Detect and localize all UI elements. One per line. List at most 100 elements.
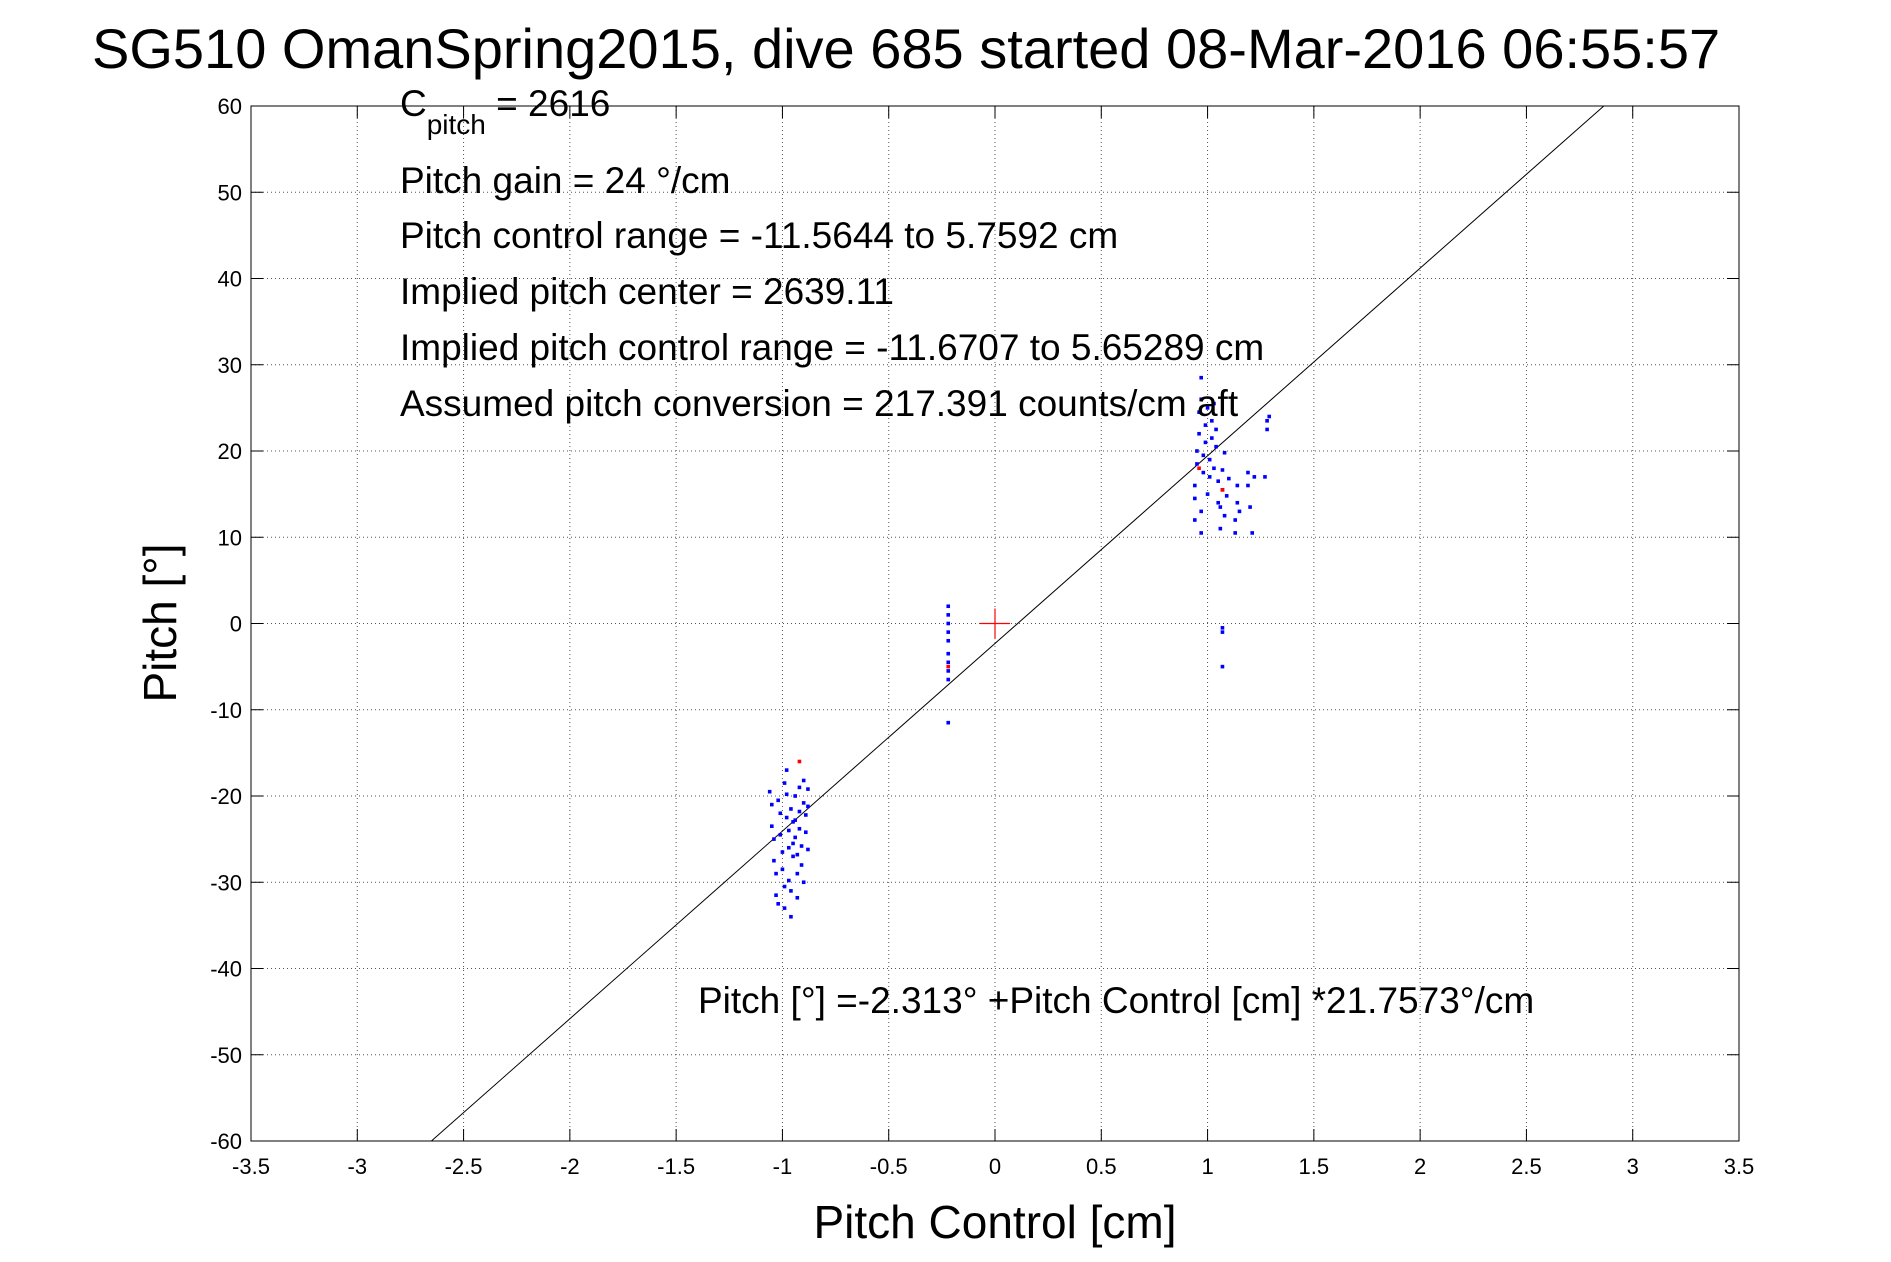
x-tick-label: 2 bbox=[1414, 1154, 1426, 1179]
data-point bbox=[1212, 401, 1216, 406]
annotation-c-pitch: Cpitch = 2616 bbox=[400, 83, 610, 140]
data-point bbox=[789, 807, 793, 811]
data-point bbox=[797, 785, 802, 790]
data-point bbox=[804, 830, 808, 835]
y-tick-label: -20 bbox=[210, 784, 242, 809]
data-point bbox=[1224, 494, 1229, 498]
data-point bbox=[804, 813, 808, 817]
data-point bbox=[780, 867, 785, 872]
data-point bbox=[787, 828, 791, 833]
data-point bbox=[1193, 483, 1197, 488]
flagged-point bbox=[946, 664, 951, 669]
x-tick-label: 0.5 bbox=[1086, 1154, 1117, 1179]
plot-area bbox=[250, 105, 1740, 1142]
y-tick-labels: -60 -50 -40 -30 -20 -10 0 10 20 30 40 50 60 bbox=[210, 94, 242, 1154]
data-point bbox=[1248, 505, 1252, 509]
y-tick-label: -10 bbox=[210, 698, 242, 723]
data-point bbox=[1218, 526, 1223, 531]
data-point bbox=[795, 852, 800, 857]
data-point bbox=[778, 833, 783, 837]
y-tick-label: 60 bbox=[218, 94, 242, 119]
data-point bbox=[793, 818, 797, 822]
data-point bbox=[1235, 483, 1240, 488]
annotation-implied-pitch-center: Implied pitch center = 2639.11 bbox=[400, 271, 894, 312]
data-point bbox=[1201, 453, 1206, 458]
x-tick-label: 3 bbox=[1627, 1154, 1639, 1179]
data-point bbox=[791, 820, 795, 824]
data-point bbox=[1199, 531, 1203, 535]
data-point bbox=[774, 893, 778, 897]
flagged-point bbox=[797, 759, 802, 764]
x-axis-label: Pitch Control [cm] bbox=[814, 1196, 1177, 1248]
data-point bbox=[787, 878, 791, 883]
data-point bbox=[780, 850, 785, 854]
data-point bbox=[1199, 397, 1203, 402]
data-point bbox=[1250, 531, 1255, 535]
data-point bbox=[797, 826, 802, 831]
data-point bbox=[1220, 630, 1225, 634]
data-point bbox=[1210, 419, 1214, 423]
data-point bbox=[1199, 509, 1203, 514]
data-point bbox=[1195, 449, 1199, 453]
data-point bbox=[1214, 444, 1218, 449]
x-tick-label: -2 bbox=[560, 1154, 580, 1179]
data-point bbox=[776, 798, 780, 803]
data-point bbox=[1216, 500, 1220, 505]
annotation-implied-pitch-control-range: Implied pitch control range = -11.6707 t… bbox=[400, 327, 1264, 368]
axis-ticks bbox=[250, 105, 1740, 1142]
data-point bbox=[770, 824, 774, 828]
data-point bbox=[1235, 500, 1240, 505]
data-point bbox=[801, 801, 806, 805]
data-point bbox=[1246, 483, 1250, 488]
data-point bbox=[1220, 664, 1225, 669]
data-point bbox=[793, 835, 797, 840]
data-point bbox=[946, 720, 951, 725]
data-point bbox=[795, 895, 800, 900]
data-point bbox=[1237, 509, 1242, 514]
data-point bbox=[801, 880, 806, 885]
y-tick-label: 40 bbox=[218, 267, 242, 292]
y-tick-label: -50 bbox=[210, 1043, 242, 1068]
data-point bbox=[1199, 375, 1203, 380]
data-point bbox=[784, 768, 789, 772]
data-point bbox=[806, 804, 810, 809]
y-tick-label: 20 bbox=[218, 439, 242, 464]
data-point bbox=[946, 669, 951, 673]
data-point bbox=[772, 837, 776, 841]
y-axis-label: Pitch [°] bbox=[134, 543, 186, 702]
annotations: Cpitch = 2616 Pitch gain = 24 °/cm Pitch… bbox=[400, 83, 1534, 1021]
data-point bbox=[1203, 440, 1208, 445]
data-point bbox=[787, 845, 791, 850]
annotation-c-pitch-value: = 2616 bbox=[486, 83, 610, 124]
fit-line bbox=[431, 105, 1605, 1142]
data-point bbox=[1220, 468, 1225, 472]
flagged-point bbox=[1197, 466, 1201, 471]
data-point bbox=[806, 787, 810, 791]
data-point bbox=[791, 854, 795, 859]
data-point bbox=[1246, 470, 1250, 475]
y-tick-label: -60 bbox=[210, 1129, 242, 1154]
data-point bbox=[784, 815, 789, 820]
data-point bbox=[1218, 505, 1223, 509]
data-points bbox=[767, 375, 1272, 919]
data-point bbox=[1227, 476, 1231, 481]
x-tick-label: -0.5 bbox=[870, 1154, 908, 1179]
annotation-pitch-gain: Pitch gain = 24 °/cm bbox=[400, 160, 731, 201]
data-point bbox=[774, 871, 778, 876]
annotation-pitch-control-range: Pitch control range = -11.5644 to 5.7592… bbox=[400, 215, 1118, 256]
data-point bbox=[1210, 436, 1214, 440]
data-point bbox=[946, 660, 951, 665]
data-point bbox=[1207, 457, 1212, 462]
data-point bbox=[767, 789, 772, 794]
x-tick-label: -2.5 bbox=[445, 1154, 483, 1179]
data-point bbox=[1205, 492, 1210, 496]
data-point bbox=[1203, 423, 1208, 427]
x-tick-label: -1.5 bbox=[657, 1154, 695, 1179]
data-point bbox=[1222, 450, 1227, 455]
data-point bbox=[1193, 496, 1197, 501]
data-point bbox=[801, 778, 806, 783]
y-tick-label: 30 bbox=[218, 353, 242, 378]
data-point bbox=[806, 847, 810, 852]
x-tick-label: 1.5 bbox=[1299, 1154, 1330, 1179]
data-point bbox=[946, 651, 951, 656]
